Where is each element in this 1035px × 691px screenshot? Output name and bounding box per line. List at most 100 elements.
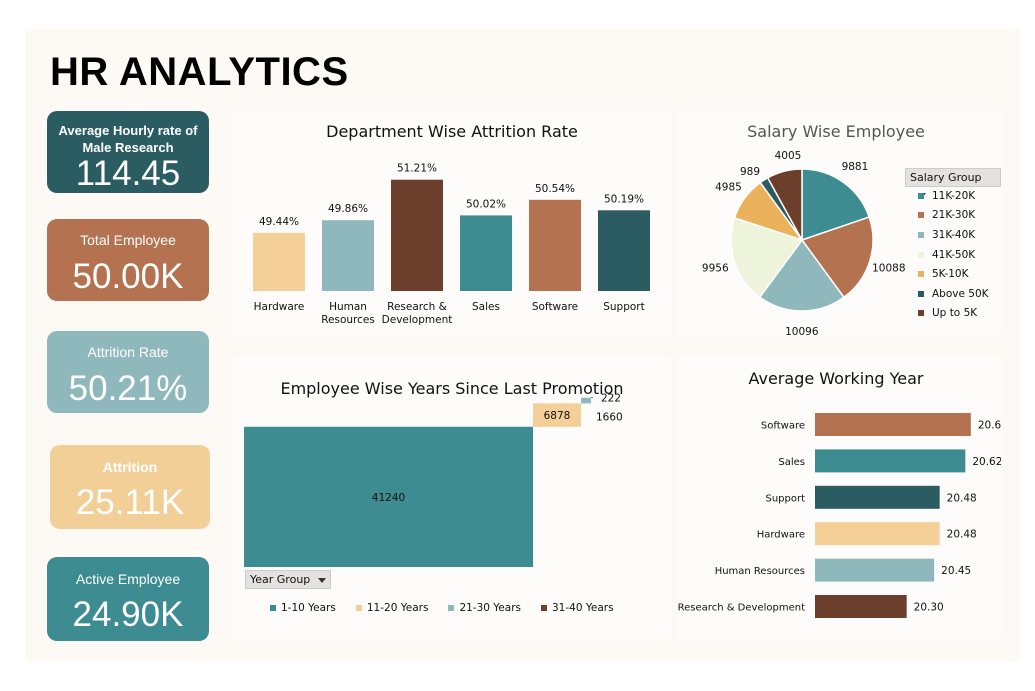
waterfall-data-label: 6878	[544, 410, 571, 422]
filter-label: Year Group	[250, 573, 311, 586]
legend-label: Above 50K	[932, 287, 989, 300]
salary-pie-chart: 9881 10088 10096 9956 4985 989 4005	[702, 150, 906, 336]
data-label: 50.54%	[535, 183, 575, 195]
bar[interactable]	[815, 595, 907, 618]
bar[interactable]	[598, 210, 650, 291]
dept-attrition-chart: 49.44% Hardware 49.86% Human Resources 51.21%…	[253, 163, 650, 326]
data-label: 20.62	[972, 456, 1001, 468]
legend-label: 41K-50K	[932, 248, 976, 261]
data-label: 51.21%	[397, 163, 437, 175]
waterfall-data-label: 222	[601, 392, 621, 404]
category-label: Hardware	[757, 530, 805, 541]
legend-item: 11K-20K	[918, 186, 989, 206]
legend-item: 5K-10K	[918, 264, 989, 284]
data-label: 50.02%	[466, 198, 506, 210]
legend-swatch	[918, 192, 924, 199]
bar[interactable]	[815, 485, 940, 509]
avg-working-year-chart: Software 20.65 Sales 20.62 Support 20.48 Hardw…	[678, 413, 1001, 618]
legend-item: Up to 5K	[918, 304, 989, 324]
kpi-card-total-employee: Total Employee 50.00K	[47, 219, 209, 301]
legend-swatch	[448, 605, 455, 611]
category-label: Software	[532, 301, 578, 313]
working-year-panel: Average Working Year Software 20.65 Sales 2…	[678, 356, 1001, 638]
legend-swatch	[918, 290, 924, 297]
category-label: Sales	[778, 457, 805, 468]
legend-label: 1-10 Years	[281, 602, 336, 614]
waterfall-bar[interactable]	[244, 426, 533, 567]
kpi-value: 50.00K	[72, 257, 184, 296]
legend-label: Up to 5K	[932, 307, 978, 320]
legend-item: 1-10 Years	[270, 602, 336, 614]
waterfall-data-label: 1660	[596, 412, 623, 424]
kpi-card-avg-hourly: Average Hourly rate of Male Research 114…	[47, 111, 209, 193]
bar[interactable]	[815, 558, 935, 582]
dashboard-title: HR ANALYTICS	[50, 50, 349, 94]
legend-item: 41K-50K	[918, 245, 989, 265]
bar[interactable]	[460, 215, 512, 291]
waterfall-bar[interactable]	[581, 397, 591, 404]
pie-slice[interactable]	[766, 168, 803, 241]
legend-swatch	[918, 310, 924, 317]
year-group-filter[interactable]: Year Group	[245, 570, 332, 589]
pie-data-label: 9956	[702, 263, 729, 275]
filter-label: Salary Group	[910, 171, 982, 184]
legend-swatch	[918, 251, 924, 258]
chart-title: Average Working Year	[748, 369, 924, 388]
pie-slice[interactable]	[758, 238, 846, 312]
data-label: 20.48	[947, 492, 977, 504]
category-label: Software	[761, 421, 805, 432]
legend-label: 21K-30K	[932, 209, 976, 222]
bar[interactable]	[815, 522, 940, 546]
legend-swatch	[541, 605, 547, 611]
bar[interactable]	[529, 199, 581, 291]
kpi-value: 24.90K	[72, 595, 184, 634]
pie-slice[interactable]	[730, 216, 804, 299]
bar[interactable]	[391, 179, 443, 291]
waterfall-bar[interactable]	[591, 397, 593, 398]
category-label: Hardware	[254, 301, 305, 313]
kpi-label: Attrition	[102, 459, 158, 475]
data-label: 20.65	[978, 420, 1001, 432]
category-label: Research & Development	[382, 301, 453, 326]
legend-label: 11-20 Years	[366, 602, 429, 614]
salary-panel: Salary Wise Employee 9881 10088 10096 9956 4…	[678, 110, 1001, 336]
pie-slice[interactable]	[800, 216, 874, 299]
kpi-label: Average Hourly rate of Male Research	[58, 123, 198, 155]
data-label: 49.44%	[259, 216, 299, 228]
waterfall-bar[interactable]	[533, 403, 581, 427]
category-label: Research & Development	[678, 603, 805, 614]
pie-data-label: 4985	[715, 181, 742, 193]
kpi-value: 25.11K	[75, 483, 185, 522]
kpi-label: Total Employee	[80, 232, 176, 248]
pie-data-label: 10096	[785, 326, 819, 336]
legend-swatch	[918, 231, 924, 238]
legend-label: 11K-20K	[932, 189, 976, 202]
legend-item: 31-40 Years	[541, 602, 614, 614]
data-label: 20.30	[914, 602, 944, 614]
kpi-card-active-employee: Active Employee 24.90K	[47, 557, 209, 641]
legend-label: 5K-10K	[932, 268, 969, 281]
pie-data-label: 4005	[775, 150, 802, 162]
category-label: Support	[765, 493, 805, 504]
data-label: 20.48	[947, 529, 977, 541]
legend-item: 21K-30K	[918, 206, 989, 226]
salary-group-filter[interactable]: Salary Group	[905, 168, 1001, 198]
data-label: 49.86%	[328, 203, 368, 215]
bar[interactable]	[322, 220, 374, 291]
chart-title: Salary Wise Employee	[747, 122, 925, 141]
kpi-label: Attrition Rate	[87, 344, 169, 360]
data-label: 50.19%	[604, 193, 644, 205]
kpi-card-attrition: Attrition 25.11K	[50, 445, 210, 529]
pie-data-label: 989	[740, 166, 760, 178]
bar[interactable]	[253, 232, 305, 291]
legend-swatch	[918, 271, 924, 278]
kpi-card-attrition-rate: Attrition Rate 50.21%	[47, 331, 209, 413]
legend-swatch	[270, 605, 276, 611]
legend-label: 31K-40K	[932, 228, 976, 241]
promotion-panel: Employee Wise Years Since Last Promotion…	[232, 356, 672, 638]
bar[interactable]	[815, 449, 966, 473]
bar[interactable]	[815, 413, 971, 436]
salary-legend: 11K-20K 21K-30K 31K-40K 41K-50K 5K-10K Above …	[918, 186, 989, 323]
category-label: Human Resources	[715, 566, 805, 577]
category-label: Human Resources	[321, 301, 375, 326]
